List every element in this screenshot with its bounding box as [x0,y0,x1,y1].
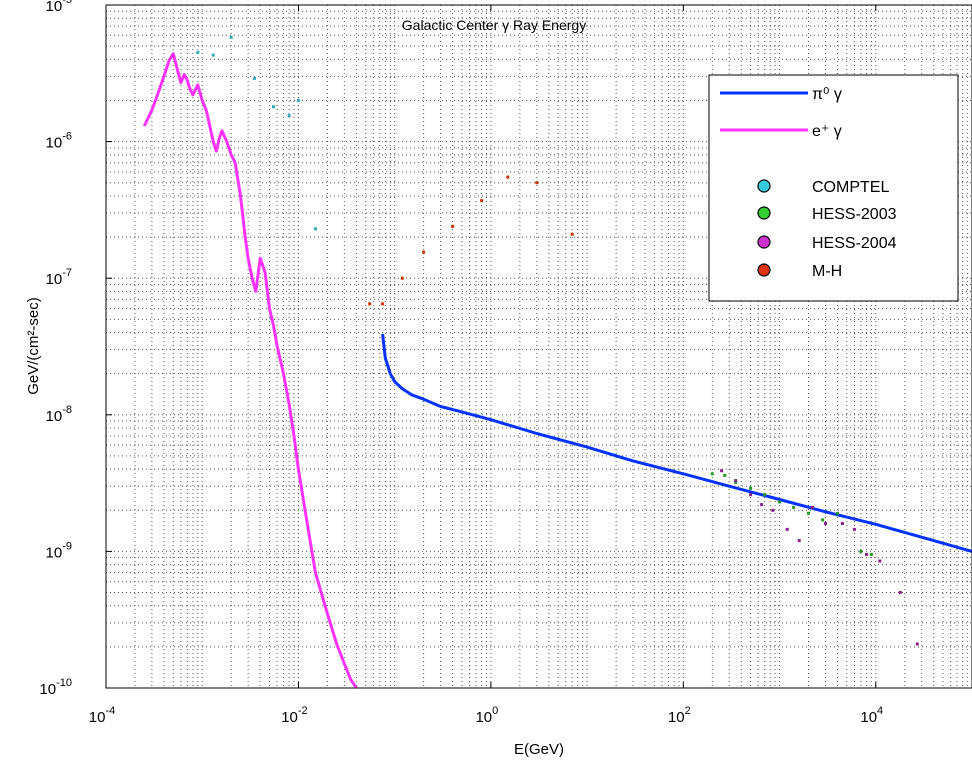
data-point [915,642,919,646]
data-point [368,302,372,306]
data-point [253,76,257,80]
legend-label: M-H [812,263,842,280]
legend-marker-swatch [757,179,771,193]
series-line [381,333,972,553]
data-point [859,549,863,553]
data-point [763,493,767,497]
x-axis-label: E(GeV) [514,741,564,758]
data-point [720,469,724,473]
data-point [749,486,753,490]
legend: π⁰ γ e⁺ γ COMPTEL HESS-2003 HESS-2004 M-H [708,74,959,302]
data-point [878,559,882,563]
data-point [400,276,404,280]
data-point [807,511,810,515]
data-point [422,250,426,254]
plot-frame [105,4,972,689]
legend-marker-swatch [757,206,771,220]
legend-box [708,74,959,302]
chart-title: Galactic Center γ Ray Energy [402,17,586,33]
data-point [824,522,827,525]
data-point [778,500,782,504]
data-point [313,227,317,231]
data-point [797,539,801,543]
legend-label: HESS-2003 [812,206,897,223]
data-point [792,505,796,509]
data-point [506,175,510,179]
data-point [734,480,738,484]
data-point [451,224,455,228]
data-point [535,181,539,185]
data-point [898,591,902,594]
series-line [142,52,358,689]
legend-marker-swatch [757,263,771,277]
data-point [869,552,873,556]
data-point [749,493,753,497]
data-point [865,552,868,556]
data-point [785,527,789,531]
series-layer [142,35,972,689]
data-point [211,53,215,57]
data-point [570,232,574,236]
data-point [840,522,844,525]
grid [105,5,972,689]
data-point [381,302,385,306]
y-axis-label: GeV/(cm²-sec) [25,297,42,395]
legend-label: π⁰ γ [812,86,842,103]
data-point [811,505,814,509]
legend-marker-swatch [757,235,771,249]
data-point [710,472,714,476]
legend-label: COMPTEL [812,179,889,196]
data-point [229,35,233,39]
data-point [821,518,825,522]
data-point [272,105,275,109]
data-point [296,99,300,102]
data-point [760,503,764,507]
data-point [480,199,484,203]
data-point [734,479,738,483]
data-point [723,473,727,477]
legend-label: e⁺ γ [812,123,842,140]
data-point [852,527,856,531]
data-point [771,508,775,512]
data-point [196,50,200,54]
legend-label: HESS-2004 [812,235,897,252]
data-point [287,114,291,118]
data-point [836,511,839,515]
